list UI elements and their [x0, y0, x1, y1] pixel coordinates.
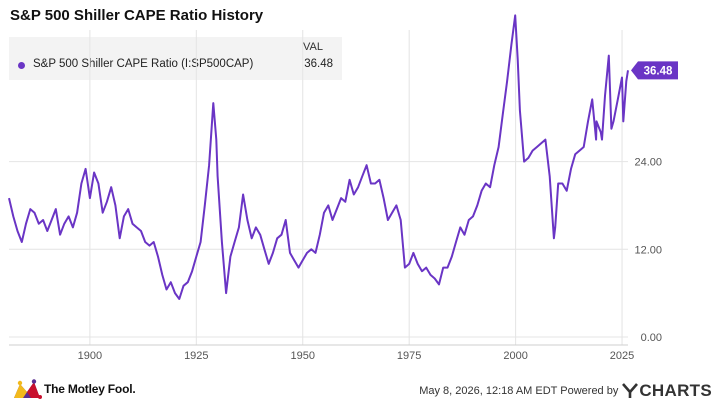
x-tick-label: 2000: [503, 350, 527, 362]
x-tick-label: 1975: [397, 350, 421, 362]
footer-attribution: May 8, 2026, 12:18 AM EDT Powered by CHA…: [419, 381, 712, 400]
x-tick-label: 1925: [184, 350, 208, 362]
legend: VAL S&P 500 Shiller CAPE Ratio (I:SP500C…: [9, 37, 342, 80]
x-tick-label: 2025: [610, 350, 634, 362]
last-value-marker: 36.48: [631, 61, 678, 80]
plot-series: [8, 14, 629, 300]
chart-title: S&P 500 Shiller CAPE Ratio History: [10, 7, 264, 24]
last-value-badge: [631, 61, 678, 80]
timestamp: May 8, 2026, 12:18 AM EDT Powered by: [419, 385, 619, 397]
jester-hat-icon: [14, 379, 42, 399]
motley-fool-logo: The Motley Fool.: [10, 377, 136, 401]
x-axis: 1900 1925 1950 1975 2000 2025: [9, 344, 634, 362]
brand-name: The Motley Fool.: [44, 382, 136, 396]
x-tick-label: 1950: [291, 350, 315, 362]
series-color-dot: [18, 62, 25, 69]
gridlines: [9, 30, 628, 345]
x-tick-label: 1900: [78, 350, 102, 362]
legend-value-header: VAL: [303, 41, 323, 53]
last-value-label: 36.48: [644, 65, 673, 77]
ycharts-wordmark[interactable]: CHARTS: [639, 381, 712, 400]
legend-series-label: S&P 500 Shiller CAPE Ratio (I:SP500CAP): [33, 58, 254, 70]
legend-entry[interactable]: S&P 500 Shiller CAPE Ratio (I:SP500CAP) …: [16, 58, 334, 74]
ycharts-y-icon: [622, 383, 639, 398]
y-tick-label: 12.00: [634, 244, 662, 256]
legend-series-value: 36.48: [304, 58, 333, 70]
y-tick-label: 0.00: [641, 332, 662, 344]
series-line: [8, 14, 629, 300]
y-tick-label: 24.00: [634, 157, 662, 169]
y-axis: 0.00 12.00 24.00: [634, 157, 662, 344]
